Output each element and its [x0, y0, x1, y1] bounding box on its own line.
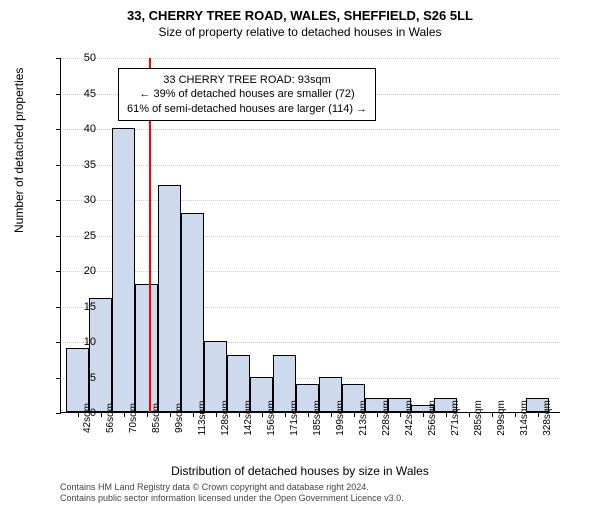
xtick-mark [262, 412, 263, 417]
annotation-line2: ← 39% of detached houses are smaller (72… [127, 87, 367, 101]
annotation-line3: 61% of semi-detached houses are larger (… [127, 102, 367, 116]
gridline-h [61, 236, 560, 237]
footer-line1: Contains HM Land Registry data © Crown c… [60, 482, 404, 493]
ytick-mark [56, 58, 61, 59]
ytick-mark [56, 200, 61, 201]
chart-title: 33, CHERRY TREE ROAD, WALES, SHEFFIELD, … [0, 8, 600, 23]
xtick-mark [446, 412, 447, 417]
ytick-label: 45 [84, 88, 96, 100]
histogram-bar [135, 284, 158, 412]
ytick-mark [56, 413, 61, 414]
annotation-box: 33 CHERRY TREE ROAD: 93sqm ← 39% of deta… [118, 68, 376, 121]
histogram-bar [158, 185, 181, 412]
xtick-label: 271sqm [450, 400, 461, 436]
footer-attribution: Contains HM Land Registry data © Crown c… [60, 482, 404, 504]
y-axis-label: Number of detached properties [12, 68, 26, 233]
xtick-mark [78, 412, 79, 417]
gridline-h [61, 129, 560, 130]
ytick-label: 15 [84, 301, 96, 313]
xtick-mark [193, 412, 194, 417]
ytick-mark [56, 378, 61, 379]
x-axis-label: Distribution of detached houses by size … [0, 464, 600, 478]
gridline-h [61, 165, 560, 166]
xtick-mark [331, 412, 332, 417]
ytick-mark [56, 236, 61, 237]
ytick-label: 10 [84, 336, 96, 348]
xtick-mark [239, 412, 240, 417]
ytick-mark [56, 271, 61, 272]
ytick-mark [56, 129, 61, 130]
histogram-bar [112, 128, 135, 412]
xtick-mark [538, 412, 539, 417]
ytick-mark [56, 165, 61, 166]
xtick-mark [423, 412, 424, 417]
xtick-mark [170, 412, 171, 417]
xtick-mark [515, 412, 516, 417]
ytick-mark [56, 342, 61, 343]
annotation-line1: 33 CHERRY TREE ROAD: 93sqm [127, 73, 367, 87]
xtick-label: 328sqm [542, 400, 553, 436]
chart-plot-area: 42sqm56sqm70sqm85sqm99sqm113sqm128sqm142… [60, 58, 560, 413]
ytick-label: 20 [84, 265, 96, 277]
xtick-mark [354, 412, 355, 417]
ytick-label: 0 [90, 407, 96, 419]
gridline-h [61, 200, 560, 201]
xtick-mark [492, 412, 493, 417]
ytick-label: 35 [84, 159, 96, 171]
chart-subtitle: Size of property relative to detached ho… [0, 25, 600, 39]
ytick-label: 5 [90, 372, 96, 384]
ytick-label: 30 [84, 194, 96, 206]
xtick-label: 299sqm [496, 400, 507, 436]
xtick-mark [124, 412, 125, 417]
ytick-label: 50 [84, 52, 96, 64]
xtick-mark [377, 412, 378, 417]
gridline-h [61, 271, 560, 272]
xtick-mark [101, 412, 102, 417]
histogram-bar [181, 213, 204, 412]
xtick-mark [216, 412, 217, 417]
xtick-label: 285sqm [473, 400, 484, 436]
xtick-mark [147, 412, 148, 417]
ytick-label: 40 [84, 123, 96, 135]
ytick-mark [56, 307, 61, 308]
ytick-label: 25 [84, 230, 96, 242]
xtick-mark [308, 412, 309, 417]
histogram-bar [89, 298, 112, 412]
ytick-mark [56, 94, 61, 95]
xtick-mark [469, 412, 470, 417]
gridline-h [61, 58, 560, 59]
xtick-mark [285, 412, 286, 417]
xtick-mark [400, 412, 401, 417]
footer-line2: Contains public sector information licen… [60, 493, 404, 504]
